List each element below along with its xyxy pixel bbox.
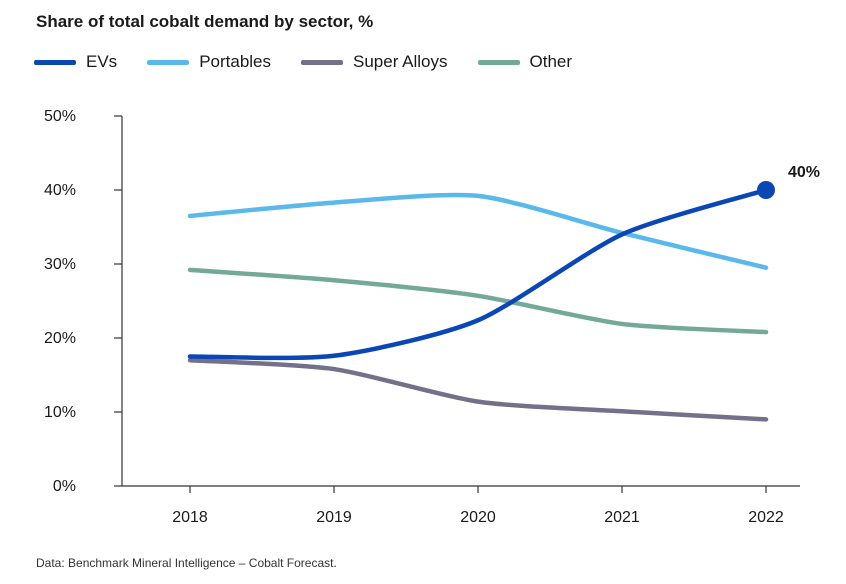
legend-item-super-alloys: Super Alloys bbox=[301, 52, 448, 72]
legend-swatch-portables bbox=[147, 59, 190, 65]
legend-item-evs: EVs bbox=[34, 52, 117, 72]
x-tick-label: 2022 bbox=[748, 509, 784, 526]
source-note: Data: Benchmark Mineral Intelligence – C… bbox=[36, 556, 337, 570]
legend-label-portables: Portables bbox=[199, 52, 272, 71]
legend-swatch-evs bbox=[34, 59, 76, 65]
legend-swatch-other bbox=[477, 59, 520, 65]
legend-label-evs: EVs bbox=[86, 52, 118, 71]
y-tick-label: 10% bbox=[44, 404, 76, 421]
y-tick-label: 40% bbox=[44, 182, 76, 199]
series-line-super-alloys bbox=[187, 357, 769, 422]
y-tick-label: 0% bbox=[53, 478, 76, 495]
y-tick-label: 30% bbox=[44, 256, 76, 273]
legend-item-other: Other bbox=[477, 52, 573, 72]
y-tick-label: 20% bbox=[44, 330, 76, 347]
end-marker-evs bbox=[757, 181, 775, 199]
x-tick-label: 2021 bbox=[604, 509, 640, 526]
series-line-other bbox=[187, 267, 769, 335]
y-tick-label: 50% bbox=[44, 108, 76, 125]
chart-legend: EVs Portables Super Alloys Other bbox=[34, 50, 602, 74]
legend-item-portables: Portables bbox=[147, 52, 271, 72]
legend-label-other: Other bbox=[529, 52, 573, 71]
x-tick-label: 2020 bbox=[460, 509, 496, 526]
x-tick-label: 2018 bbox=[172, 509, 208, 526]
x-tick-label: 2019 bbox=[316, 509, 352, 526]
chart-title: Share of total cobalt demand by sector, … bbox=[36, 12, 374, 31]
legend-label-super-alloys: Super Alloys bbox=[353, 52, 448, 71]
annotation-label: 40% bbox=[788, 164, 820, 181]
legend-swatch-super-alloys bbox=[301, 59, 344, 65]
series-line-portables bbox=[187, 192, 769, 270]
